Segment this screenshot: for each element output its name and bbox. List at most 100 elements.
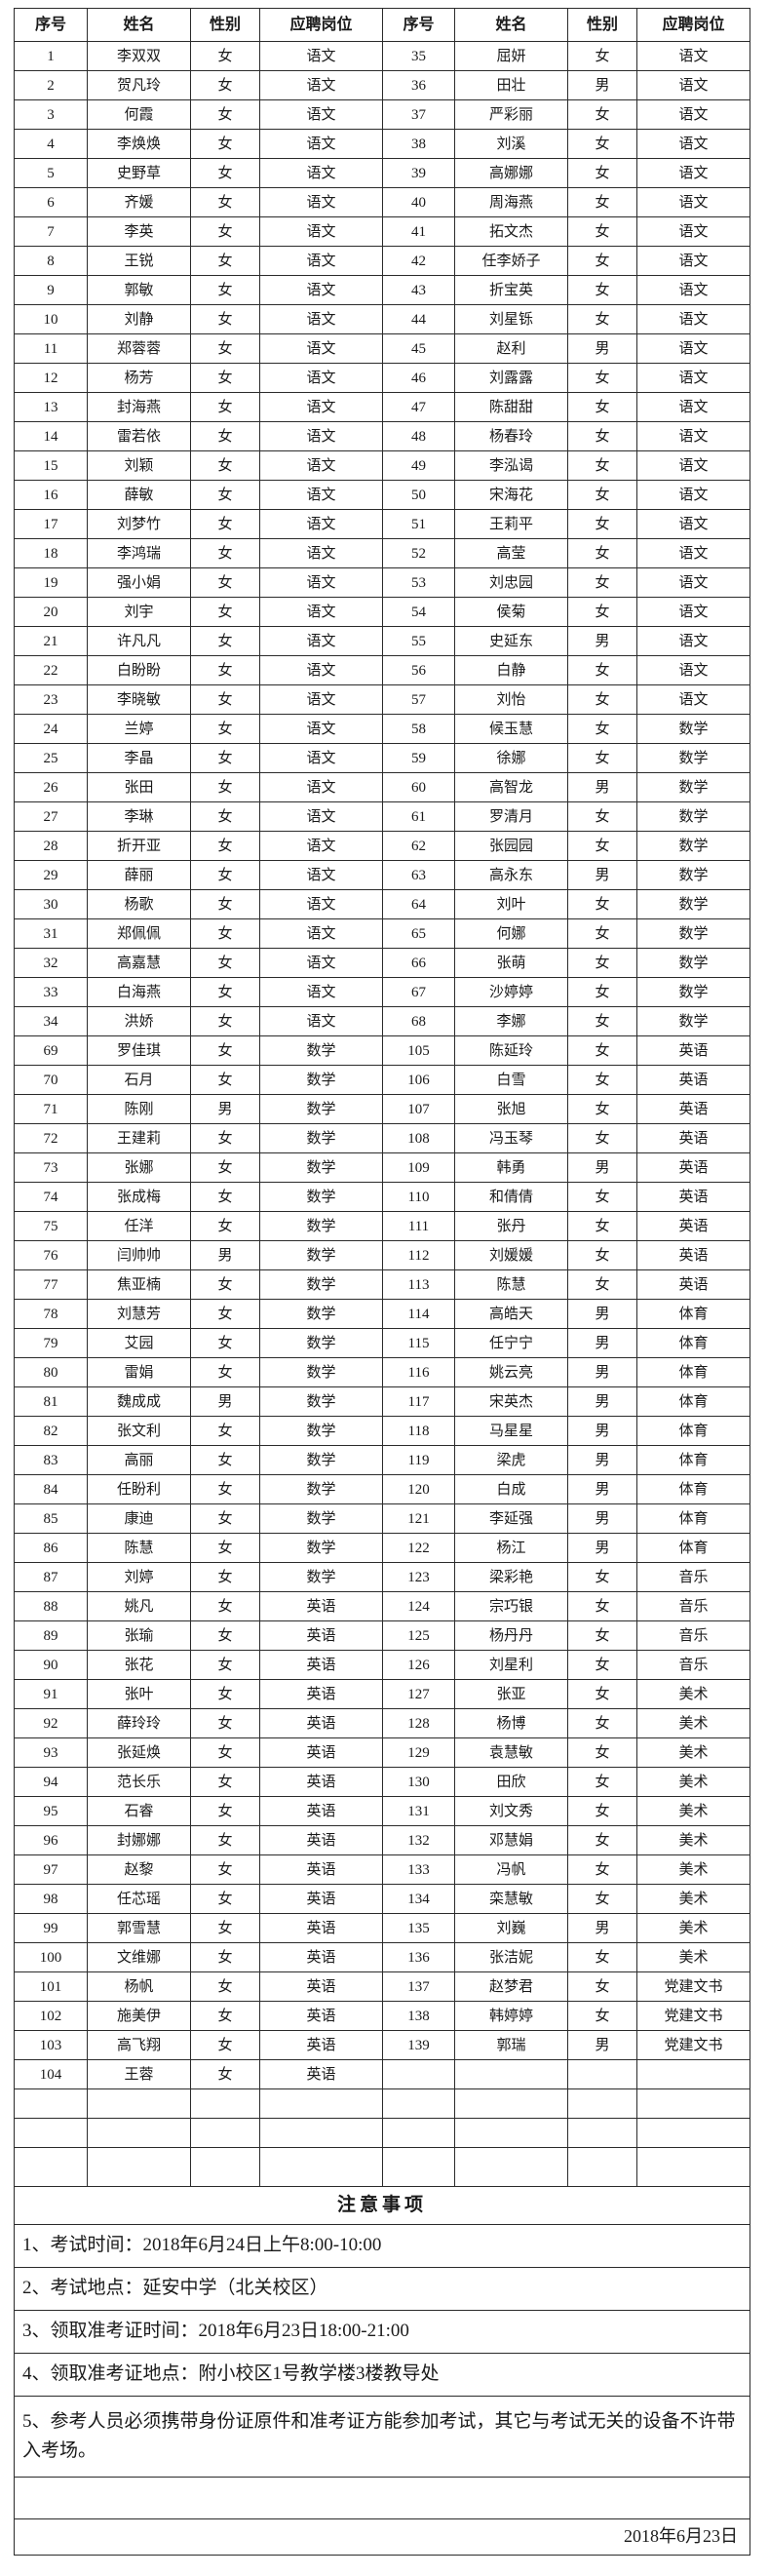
table-cell: 数学 [636, 918, 750, 949]
blank-table-row [14, 2147, 750, 2187]
table-cell: 语文 [636, 41, 750, 71]
table-cell: 语文 [636, 333, 750, 364]
table-cell: 22 [14, 655, 88, 685]
table-cell: 党建文书 [636, 2030, 750, 2060]
table-cell: 女 [567, 1884, 637, 1914]
table-cell: 郭瑞 [454, 2030, 568, 2060]
notices-section: 注意事项 1、考试时间：2018年6月24日上午8:00-10:00 2、考试地… [14, 2186, 750, 2556]
table-cell: 英语 [259, 1913, 383, 1943]
table-cell: 韩勇 [454, 1152, 568, 1183]
table-cell: 美术 [636, 1854, 750, 1885]
notice-item-row: 5、参考人员必须携带身份证原件和准考证方能参加考试，其它与考试无关的设备不许带入… [14, 2396, 750, 2478]
table-cell: 任盼利 [87, 1474, 191, 1504]
roster-table-body: 1 李双双女语文 35 屈妍女语文 2 贺凡玲女语文 36 田壮男语文 3 何霞女语文 37 严彩丽女… [14, 41, 750, 2187]
table-cell: 数学 [636, 948, 750, 978]
table-cell: 10 [14, 304, 88, 334]
table-cell: 语文 [636, 597, 750, 627]
table-cell: 语文 [636, 70, 750, 100]
table-cell: 语文 [636, 684, 750, 715]
table-cell: 女 [190, 567, 260, 598]
table-cell: 女 [567, 392, 637, 422]
table-cell: 姚凡 [87, 1591, 191, 1621]
table-cell [454, 2059, 568, 2089]
table-cell: 27 [14, 801, 88, 832]
table-cell: 王蓉 [87, 2059, 191, 2089]
table-row: 34 洪娇女语文 68 李娜女数学 [14, 1006, 750, 1036]
table-cell: 施美伊 [87, 2001, 191, 2031]
table-cell: 体育 [636, 1474, 750, 1504]
table-cell: 女 [190, 918, 260, 949]
table-cell: 女 [190, 1708, 260, 1738]
table-cell: 语文 [636, 626, 750, 656]
table-cell: 13 [14, 392, 88, 422]
table-cell: 97 [14, 1854, 88, 1885]
table-row: 5 史野草女语文 39 高娜娜女语文 [14, 158, 750, 188]
table-cell: 133 [382, 1854, 455, 1885]
table-cell: 周海燕 [454, 187, 568, 217]
table-cell: 英语 [259, 1884, 383, 1914]
table-cell: 135 [382, 1913, 455, 1943]
table-cell: 39 [382, 158, 455, 188]
table-cell: 女 [567, 158, 637, 188]
table-cell [259, 2088, 383, 2119]
table-row: 75 任洋女数学 111 张丹女英语 [14, 1211, 750, 1241]
table-row: 3 何霞女语文 37 严彩丽女语文 [14, 99, 750, 130]
table-cell: 张成梅 [87, 1182, 191, 1212]
table-row: 17 刘梦竹女语文 51 王莉平女语文 [14, 509, 750, 539]
table-cell: 46 [382, 363, 455, 393]
table-cell: 女 [190, 363, 260, 393]
table-row: 15 刘颖女语文 49 李泓谒女语文 [14, 450, 750, 481]
table-cell: 郭敏 [87, 275, 191, 305]
table-cell: 女 [190, 2059, 260, 2089]
table-cell: 语文 [636, 509, 750, 539]
table-row: 12 杨芳女语文 46 刘露露女语文 [14, 363, 750, 393]
table-cell: 56 [382, 655, 455, 685]
table-cell: 男 [567, 1328, 637, 1358]
table-cell: 女 [567, 655, 637, 685]
table-cell: 李晶 [87, 743, 191, 773]
table-cell: 女 [567, 1679, 637, 1709]
table-cell: 男 [567, 1445, 637, 1475]
table-row: 76 闫帅帅男数学 112 刘媛媛女英语 [14, 1240, 750, 1270]
table-cell: 英语 [636, 1094, 750, 1124]
table-cell [259, 2118, 383, 2148]
table-cell: 40 [382, 187, 455, 217]
table-row: 22 白盼盼女语文 56 白静女语文 [14, 655, 750, 685]
table-cell: 女 [567, 567, 637, 598]
table-cell [382, 2147, 455, 2187]
table-cell: 候玉慧 [454, 714, 568, 744]
table-cell: 20 [14, 597, 88, 627]
table-cell: 数学 [259, 1152, 383, 1183]
table-cell: 语文 [259, 509, 383, 539]
table-cell: 71 [14, 1094, 88, 1124]
table-cell: 赵黎 [87, 1854, 191, 1885]
table-cell: 刘忠园 [454, 567, 568, 598]
table-cell: 女 [190, 1123, 260, 1153]
table-cell: 张叶 [87, 1679, 191, 1709]
table-cell: 张花 [87, 1650, 191, 1680]
table-cell: 女 [190, 480, 260, 510]
table-cell: 138 [382, 2001, 455, 2031]
table-cell: 31 [14, 918, 88, 949]
notice-item-row: 2、考试地点：延安中学（北关校区） [14, 2267, 750, 2311]
table-cell: 女 [567, 363, 637, 393]
table-cell: 美术 [636, 1679, 750, 1709]
empty-row [14, 2477, 750, 2519]
table-cell: 女 [190, 187, 260, 217]
table-cell: 男 [190, 1386, 260, 1417]
table-cell: 数学 [636, 977, 750, 1007]
notice-item-5: 5、参考人员必须携带身份证原件和准考证方能参加考试，其它与考试无关的设备不许带入… [14, 2396, 750, 2478]
table-cell: 男 [567, 772, 637, 802]
table-cell: 49 [382, 450, 455, 481]
table-cell: 李鸿瑞 [87, 538, 191, 568]
table-cell: 语文 [259, 918, 383, 949]
table-cell: 语文 [259, 684, 383, 715]
table-row: 73 张娜女数学 109 韩勇男英语 [14, 1152, 750, 1183]
table-cell: 语文 [636, 363, 750, 393]
table-cell [87, 2147, 191, 2187]
table-row: 86 陈慧女数学 122 杨江男体育 [14, 1533, 750, 1563]
table-cell: 女 [190, 714, 260, 744]
table-cell: 137 [382, 1971, 455, 2002]
table-cell: 女 [190, 1328, 260, 1358]
table-cell: 女 [567, 1123, 637, 1153]
